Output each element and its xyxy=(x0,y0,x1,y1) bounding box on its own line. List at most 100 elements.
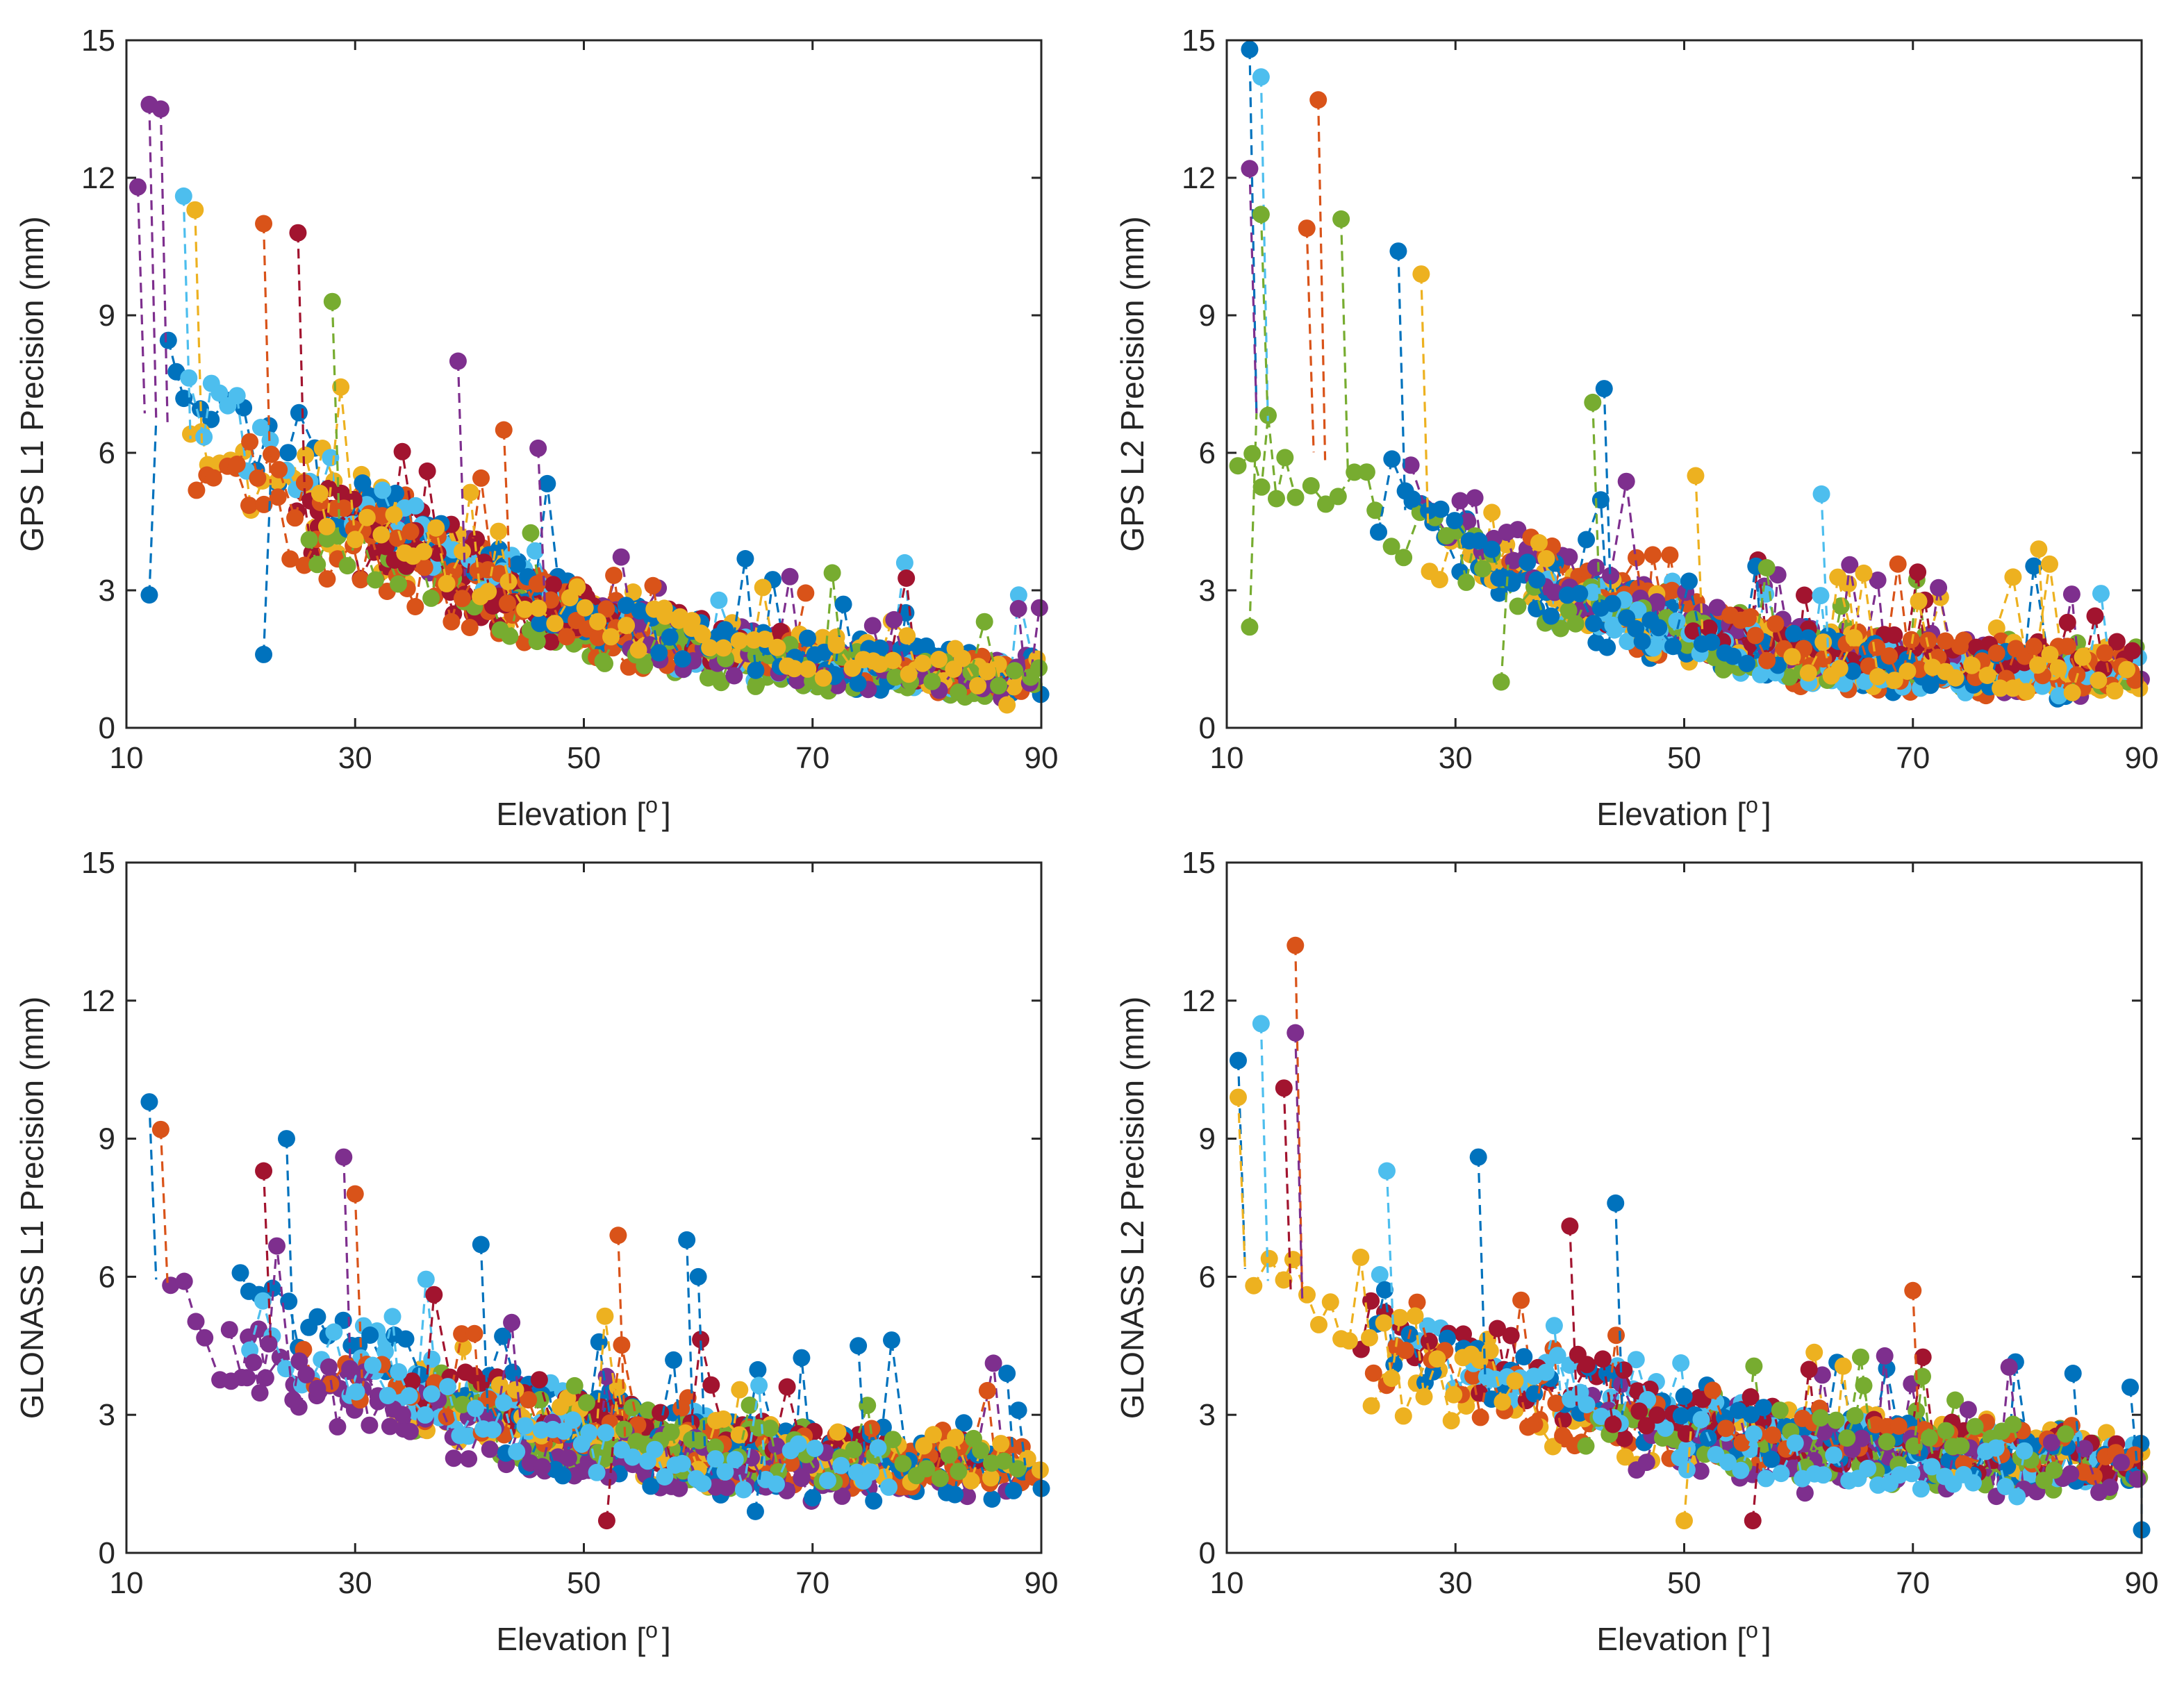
outlier-line xyxy=(1294,945,1304,1299)
data-point xyxy=(1855,1376,1873,1395)
data-point xyxy=(1276,449,1294,467)
y-tick-label: 0 xyxy=(99,711,115,745)
data-point xyxy=(1594,1350,1612,1368)
data-point xyxy=(254,1292,272,1310)
data-point xyxy=(1656,1419,1674,1437)
x-tick-label: 70 xyxy=(795,1566,829,1600)
data-point xyxy=(385,506,403,524)
data-point xyxy=(558,628,576,646)
data-point xyxy=(1630,1402,1648,1420)
data-point xyxy=(472,1235,490,1254)
data-point xyxy=(1902,631,1920,649)
data-point xyxy=(799,660,817,678)
data-point xyxy=(1519,554,1537,572)
data-point xyxy=(1885,626,1903,644)
data-point xyxy=(646,1440,664,1458)
outlier-line xyxy=(537,448,547,606)
data-point xyxy=(2097,1424,2115,1442)
data-point xyxy=(1428,1350,1446,1368)
data-point xyxy=(850,1337,868,1355)
data-point xyxy=(2108,633,2126,651)
data-point xyxy=(415,542,433,560)
data-point xyxy=(1966,1417,1984,1436)
data-point xyxy=(397,1330,415,1348)
data-point xyxy=(159,331,177,349)
data-point xyxy=(1370,523,1387,541)
data-point xyxy=(690,1431,709,1449)
data-point xyxy=(422,1385,440,1403)
data-point xyxy=(1394,1407,1412,1425)
data-point xyxy=(453,1325,471,1343)
data-point xyxy=(1812,485,1830,503)
outlier-line xyxy=(148,419,158,595)
data-point xyxy=(187,1313,205,1331)
data-point xyxy=(1963,656,1981,674)
data-point xyxy=(334,1311,352,1329)
data-point xyxy=(597,1424,615,1442)
data-point xyxy=(665,1351,683,1369)
data-point xyxy=(962,1472,980,1490)
data-point xyxy=(295,556,313,574)
data-point xyxy=(1578,531,1596,549)
data-point xyxy=(623,1399,641,1417)
data-point xyxy=(1832,597,1850,615)
data-point xyxy=(1992,679,2010,697)
data-point xyxy=(415,558,433,576)
data-point xyxy=(1885,672,1903,690)
data-point xyxy=(869,1439,887,1457)
data-point xyxy=(1587,558,1605,576)
data-point xyxy=(1009,1401,1027,1420)
data-point xyxy=(1946,669,1964,687)
data-point xyxy=(346,1185,364,1203)
data-point xyxy=(472,469,490,487)
data-point xyxy=(461,483,479,501)
outlier-line xyxy=(1397,251,1407,510)
data-point xyxy=(701,639,719,657)
data-point xyxy=(564,1411,582,1429)
data-point xyxy=(662,1423,680,1441)
data-point xyxy=(982,1469,1000,1487)
data-point xyxy=(188,481,206,499)
data-point xyxy=(1739,610,1757,627)
data-point xyxy=(1628,549,1645,567)
data-point xyxy=(1825,1446,1843,1464)
data-point xyxy=(923,672,941,690)
data-point xyxy=(1814,1466,1833,1484)
data-point xyxy=(251,1384,269,1402)
x-tick-label: 10 xyxy=(110,741,144,775)
data-point xyxy=(1827,1411,1845,1429)
data-point xyxy=(895,554,913,572)
data-point xyxy=(1937,1422,1955,1440)
data-point xyxy=(1838,1429,1856,1447)
data-point xyxy=(438,574,456,592)
data-point xyxy=(2126,1446,2144,1464)
data-point xyxy=(596,1307,614,1325)
x-tick-label: 70 xyxy=(1896,741,1930,775)
data-point xyxy=(1362,1397,1380,1415)
data-point xyxy=(702,1376,720,1394)
data-point xyxy=(1241,160,1259,178)
data-point xyxy=(1648,593,1666,611)
data-point xyxy=(311,484,329,502)
data-point xyxy=(940,1446,958,1464)
data-point xyxy=(1030,659,1048,677)
data-point xyxy=(295,474,313,492)
data-point xyxy=(322,449,340,467)
data-point xyxy=(1560,601,1578,619)
data-point xyxy=(898,627,916,645)
data-point xyxy=(245,1354,263,1372)
data-point xyxy=(1245,1276,1263,1295)
y-tick-label: 0 xyxy=(99,1536,115,1570)
data-point xyxy=(2029,656,2047,674)
data-point xyxy=(978,1381,996,1399)
data-point xyxy=(589,613,607,631)
y-tick-label: 6 xyxy=(1199,436,1216,470)
outlier-line xyxy=(331,301,340,519)
data-point xyxy=(2000,1358,2018,1376)
data-point xyxy=(522,524,540,542)
data-point xyxy=(297,1365,315,1383)
panel-glonass-l2: 10 30 50 70 90 0 3 6 9 12 15 Elevation [… xyxy=(1114,846,2158,1657)
data-point xyxy=(1959,1401,1977,1419)
outlier-points xyxy=(1241,40,2048,691)
data-point xyxy=(1571,585,1589,603)
